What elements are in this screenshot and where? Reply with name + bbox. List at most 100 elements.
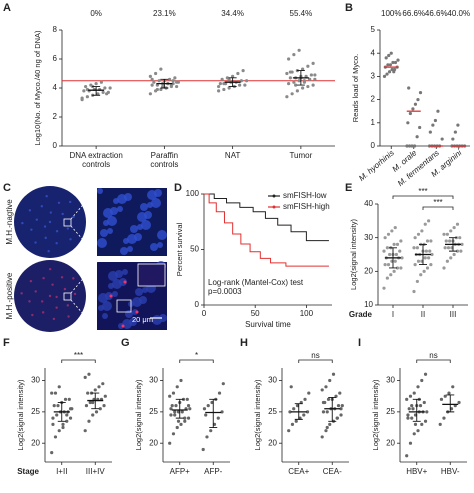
zoom-box (63, 292, 72, 301)
panel-letter: G (121, 337, 130, 349)
dot (87, 372, 91, 376)
dot (388, 252, 392, 257)
nucleus (108, 271, 118, 281)
row-label: M.H.-positive (5, 272, 14, 319)
dot (439, 397, 444, 401)
dot (425, 410, 429, 414)
significance-bracket (422, 206, 454, 210)
panel-letter: D (174, 182, 182, 194)
tissue-dot (28, 300, 31, 303)
x-tick-label: II (421, 310, 425, 319)
dot (428, 249, 432, 253)
significance-label: ns (429, 351, 437, 360)
dot (386, 232, 391, 236)
dot (297, 79, 301, 83)
nucleus (97, 188, 103, 194)
tissue-dot (73, 292, 77, 296)
tissue-dot (28, 209, 32, 212)
y-axis-label: Log2(signal intensity) (134, 379, 143, 450)
dot (390, 67, 394, 72)
dot (442, 266, 446, 270)
tissue-dot (52, 317, 56, 321)
dot (168, 77, 172, 81)
dot (168, 441, 172, 445)
tissue-dot (40, 205, 44, 208)
tissue-dot (66, 304, 70, 307)
nucleus (130, 225, 138, 233)
y-tick-label: 0 (371, 141, 376, 150)
dot (449, 229, 453, 233)
dot (385, 246, 389, 250)
dot (159, 67, 163, 71)
dot (217, 84, 221, 89)
y-axis-label: Log2(signal intensity) (349, 219, 358, 290)
nucleus (135, 288, 143, 296)
dot (389, 273, 393, 277)
zoom-lines (70, 187, 98, 331)
nucleus (97, 238, 107, 248)
dot (420, 422, 424, 426)
dot (53, 391, 58, 395)
panel-letter: I (358, 337, 361, 349)
dot (174, 404, 178, 408)
x-tick-label: CEA+ (288, 467, 309, 476)
y-tick-label: 50 (190, 245, 199, 254)
dot (405, 397, 409, 401)
x-tick-label: Tumor (289, 151, 312, 160)
dot (175, 84, 179, 89)
dot (159, 87, 163, 92)
nucleus (107, 216, 117, 226)
dot (399, 266, 403, 270)
dot (287, 429, 291, 433)
dot (396, 58, 400, 62)
x-tick-label: DNA extraction controls (69, 151, 122, 169)
dot (305, 410, 310, 414)
nucleus (107, 228, 113, 234)
x-tick-label: NAT (225, 151, 241, 160)
panel-letter: F (3, 337, 10, 349)
dot (220, 77, 224, 81)
dot (51, 422, 55, 426)
dot (50, 451, 54, 455)
nucleus (122, 319, 132, 329)
dot (382, 286, 386, 290)
nucleus (137, 224, 143, 230)
tissue-dot (68, 200, 72, 204)
dot (309, 73, 313, 77)
dot (63, 397, 68, 401)
x-axis-label: Grade (349, 310, 373, 319)
dot (289, 385, 293, 389)
x-tick-label: AFP- (204, 467, 223, 476)
tissue-dot (55, 242, 58, 245)
x-tick-label: III (450, 310, 457, 319)
dot (447, 391, 451, 395)
y-tick-label: 3 (371, 72, 376, 81)
dot (169, 413, 173, 417)
dot (413, 102, 418, 106)
dot (148, 74, 152, 78)
y-tick-label: 4 (53, 83, 58, 92)
dot (303, 397, 307, 401)
dot (56, 404, 60, 408)
dot (382, 74, 387, 78)
dot (186, 404, 191, 408)
group-label: 40.0% (447, 9, 470, 18)
dot (205, 435, 209, 439)
dot (458, 236, 462, 240)
dot (425, 239, 430, 243)
dot (407, 407, 411, 411)
dot (431, 123, 435, 127)
dot (212, 422, 217, 426)
nucleus (123, 238, 129, 244)
dot (50, 391, 54, 395)
dot (285, 95, 289, 99)
dot (202, 407, 207, 411)
dot (307, 391, 311, 395)
dot (221, 382, 225, 386)
tissue-dot (48, 220, 52, 224)
x-axis-label: Stage (17, 467, 39, 476)
dot (393, 225, 397, 230)
dot (324, 429, 328, 433)
y-axis-label: Log2(signal intensity) (16, 379, 25, 450)
